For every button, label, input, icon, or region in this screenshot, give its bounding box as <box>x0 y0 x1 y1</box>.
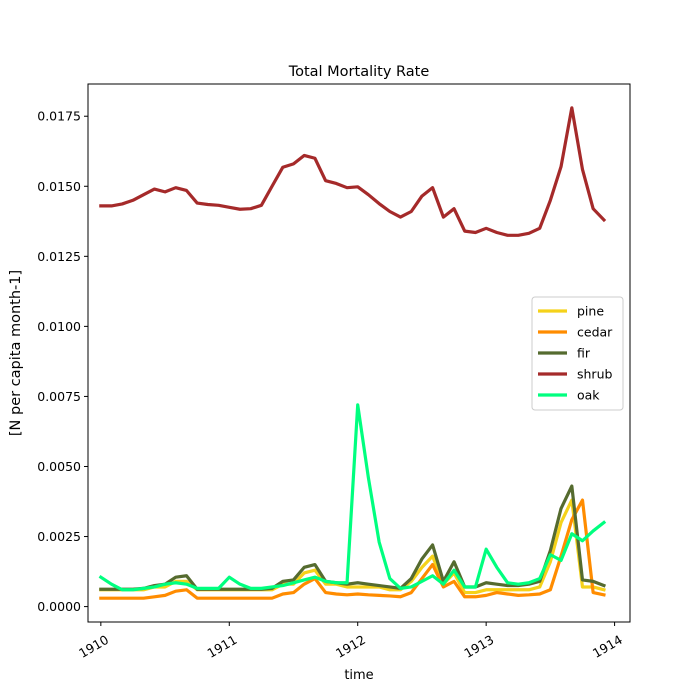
legend-label-cedar: cedar <box>577 325 613 340</box>
plot-area-frame <box>87 83 631 623</box>
legend-label-pine: pine <box>577 304 604 319</box>
y-axis-label: [N per capita month-1] <box>8 270 24 436</box>
legend: pine cedar fir shrub oak <box>531 296 624 411</box>
y-tick-label: 0.0175 <box>37 109 81 124</box>
x-axis-label: time <box>344 668 373 683</box>
y-axis: 0.0000 0.0025 0.0050 0.0075 0.0100 0.0125 0.01… <box>37 109 88 614</box>
y-tick-label: 0.0150 <box>37 179 81 194</box>
legend-box <box>531 296 624 411</box>
series-layer <box>98 106 607 600</box>
legend-label-shrub: shrub <box>577 367 612 382</box>
y-tick-label: 0.0125 <box>37 249 81 264</box>
y-tick-label: 0.0050 <box>37 459 81 474</box>
series-line-cedar <box>99 498 606 600</box>
series-line-shrub <box>99 106 607 237</box>
y-tick-label: 0.0075 <box>37 389 81 404</box>
y-tick-label: 0.0000 <box>37 599 81 614</box>
series-line-oak <box>98 403 607 592</box>
legend-label-fir: fir <box>577 346 591 361</box>
chart-title: Total Mortality Rate <box>288 64 430 80</box>
series-line-pine <box>99 498 606 595</box>
legend-label-oak: oak <box>577 388 600 403</box>
y-tick-label: 0.0025 <box>37 529 81 544</box>
y-tick-label: 0.0100 <box>37 319 81 334</box>
